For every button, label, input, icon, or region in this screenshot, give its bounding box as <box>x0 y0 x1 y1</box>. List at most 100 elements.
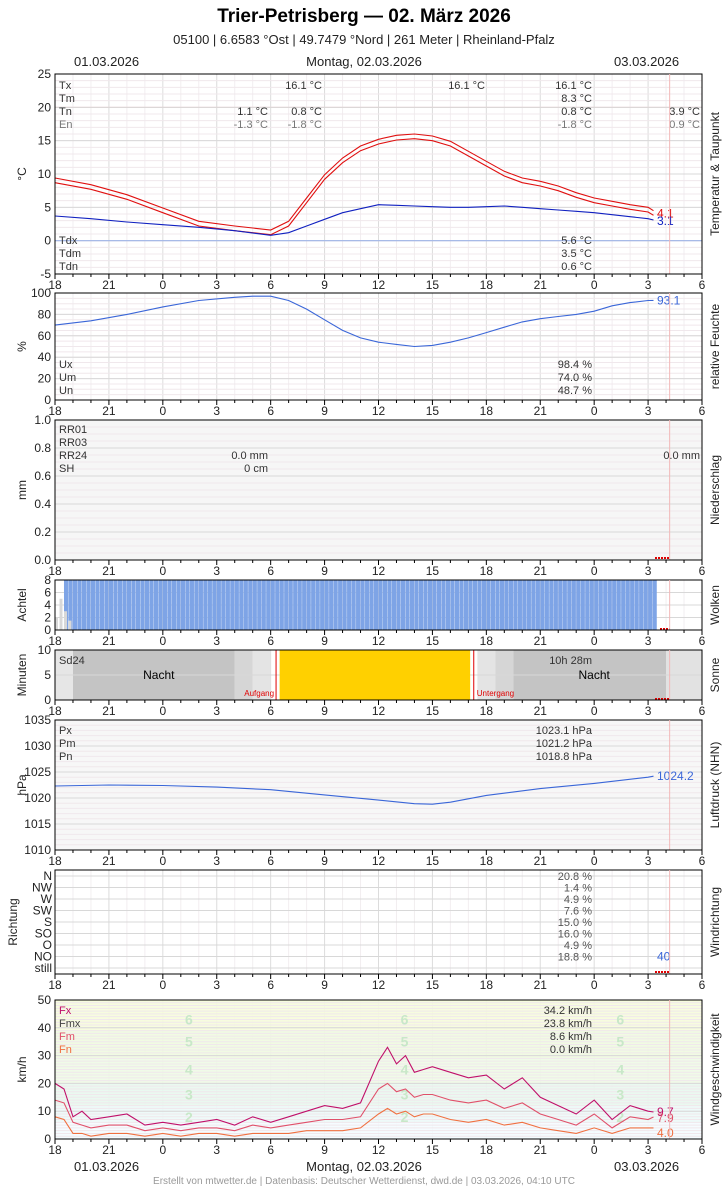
date-center-top: Montag, 02.03.2026 <box>306 54 422 69</box>
y-axis-label: Achtel <box>15 588 29 621</box>
direction-label: NW <box>32 881 53 895</box>
x-tick-label: 15 <box>426 1143 440 1157</box>
beaufort-label: 2 <box>616 1109 624 1125</box>
x-tick-label: 21 <box>534 978 548 992</box>
cloud-bar <box>450 580 455 630</box>
cloud-bar <box>189 580 194 630</box>
cloud-bar <box>382 580 388 630</box>
cloud-bar <box>441 580 446 630</box>
cloud-bar <box>571 580 576 630</box>
cloud-bar <box>396 580 401 630</box>
legend-name: Tdm <box>59 248 81 260</box>
y-tick-label: 5 <box>44 668 51 682</box>
x-tick-label: 12 <box>372 854 386 868</box>
y-tick-label: 0.0 <box>34 553 51 567</box>
x-tick-label: 0 <box>591 978 598 992</box>
cloud-bar <box>625 580 630 630</box>
cloud-bar <box>490 580 496 630</box>
cloud-bar <box>351 580 356 630</box>
x-tick-label: 0 <box>159 564 166 578</box>
y-tick-label: 20 <box>38 372 52 386</box>
y-tick-label: 50 <box>38 993 52 1007</box>
date-left-bottom: 01.03.2026 <box>74 1159 140 1174</box>
x-tick-label: 0 <box>159 1143 166 1157</box>
legend-value: 1.1 °C <box>237 106 268 118</box>
cloud-bar <box>522 580 527 630</box>
sunrise-label: Aufgang <box>244 689 274 698</box>
x-tick-label: 18 <box>48 278 62 292</box>
cloud-bar <box>72 580 78 630</box>
x-tick-label: 0 <box>159 278 166 292</box>
y-axis-label: km/h <box>15 1056 29 1082</box>
cloud-bar <box>374 580 379 630</box>
cloud-bar <box>270 580 275 630</box>
y-tick-label: 1.0 <box>34 413 51 427</box>
cloud-bar <box>481 580 487 630</box>
cloud-bar <box>302 580 307 630</box>
beaufort-label: 6 <box>185 1011 193 1027</box>
y-tick-label: -5 <box>40 267 51 281</box>
legend-value: 1018.8 hPa <box>536 751 593 763</box>
x-tick-label: 0 <box>591 634 598 648</box>
x-tick-label: 15 <box>426 634 440 648</box>
x-tick-label: 6 <box>267 1143 274 1157</box>
cloud-bar <box>320 580 325 630</box>
x-tick-label: 9 <box>321 704 328 718</box>
x-tick-label: 18 <box>480 404 494 418</box>
legend-name: Tdx <box>59 235 78 247</box>
cloud-bar <box>585 580 590 630</box>
direction-label: N <box>43 869 52 883</box>
x-tick-label: 18 <box>480 1143 494 1157</box>
x-tick-label: 21 <box>534 278 548 292</box>
x-tick-label: 21 <box>534 704 548 718</box>
cloud-bar <box>468 580 473 630</box>
cloud-bar <box>567 580 572 630</box>
cloud-bar <box>553 580 558 630</box>
x-tick-label: 3 <box>213 704 220 718</box>
y-tick-label: 4 <box>44 598 51 612</box>
legend-name: Tn <box>59 106 72 118</box>
direction-share: 1.4 % <box>564 883 592 895</box>
cloud-bar <box>603 580 608 630</box>
legend-name: Tdn <box>59 261 78 273</box>
legend-name: Tx <box>59 80 72 92</box>
x-tick-label: 21 <box>102 278 116 292</box>
direction-label: O <box>43 938 52 952</box>
cloud-bar <box>252 580 257 630</box>
cloud-bar <box>477 580 482 630</box>
legend-value: 0.8 °C <box>561 106 592 118</box>
x-tick-label: 12 <box>372 404 386 418</box>
y-tick-label: 15 <box>38 134 52 148</box>
cloud-bar <box>486 580 491 630</box>
date-right-bottom: 03.03.2026 <box>614 1159 680 1174</box>
cloud-bar <box>153 580 159 630</box>
legend-name: Pm <box>59 738 76 750</box>
x-tick-label: 9 <box>321 978 328 992</box>
y-tick-label: 1025 <box>24 765 51 779</box>
y-tick-label: 5 <box>44 200 51 214</box>
x-tick-label: 18 <box>48 1143 62 1157</box>
x-tick-label: 3 <box>213 278 220 292</box>
cloud-bar <box>400 580 406 630</box>
cloud-bar <box>576 580 581 630</box>
x-tick-label: 0 <box>591 854 598 868</box>
legend-value: -1.8 °C <box>288 119 322 131</box>
humidity-line <box>54 295 654 348</box>
legend-value: 1021.2 hPa <box>536 738 593 750</box>
x-tick-label: 12 <box>372 1143 386 1157</box>
x-tick-label: 21 <box>534 854 548 868</box>
x-tick-label: 3 <box>645 1143 652 1157</box>
cloud-bar <box>594 580 599 630</box>
x-tick-label: 15 <box>426 564 440 578</box>
cloud-bar <box>540 580 545 630</box>
y-tick-label: 0 <box>44 1132 51 1146</box>
legend-value: 23.8 km/h <box>544 1018 592 1030</box>
cloud-bar <box>135 580 141 630</box>
cloud-bar <box>131 580 136 630</box>
beaufort-label: 3 <box>185 1087 193 1103</box>
y-tick-label: 10 <box>38 1104 52 1118</box>
cloud-bar <box>180 580 185 630</box>
y-axis-label: Minuten <box>15 654 29 697</box>
y-tick-label: 20 <box>38 100 52 114</box>
legend-value: 0 cm <box>244 463 268 475</box>
